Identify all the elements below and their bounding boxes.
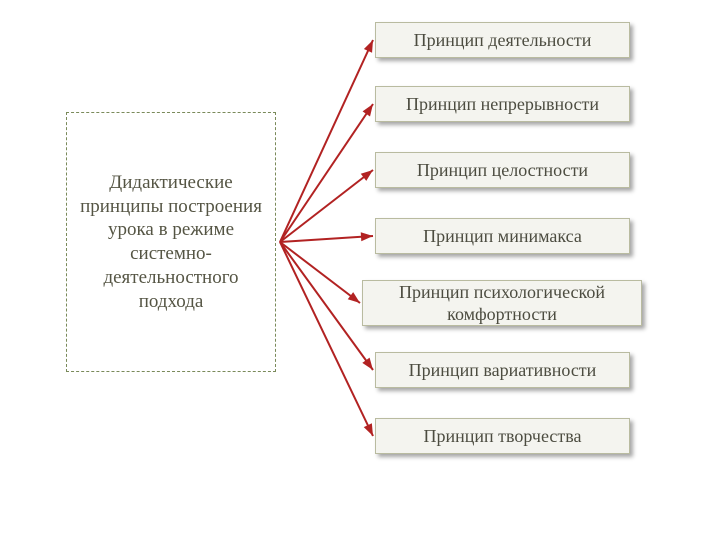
- principle-label: Принцип деятельности: [414, 29, 592, 52]
- principle-box-1: Принцип непрерывности: [375, 86, 630, 122]
- diagram-canvas: Дидактические принципы построения урока …: [0, 0, 720, 540]
- principle-label: Принцип непрерывности: [406, 93, 599, 116]
- principle-label: Принцип вариативности: [409, 359, 597, 382]
- principle-box-6: Принцип творчества: [375, 418, 630, 454]
- principle-box-0: Принцип деятельности: [375, 22, 630, 58]
- source-box: Дидактические принципы построения урока …: [66, 112, 276, 372]
- principle-box-2: Принцип целостности: [375, 152, 630, 188]
- principle-label: Принцип минимакса: [423, 225, 582, 248]
- principle-label: Принцип целостности: [417, 159, 588, 182]
- source-text: Дидактические принципы построения урока …: [79, 171, 263, 314]
- principle-box-3: Принцип минимакса: [375, 218, 630, 254]
- principle-box-4: Принцип психологической комфортности: [362, 280, 642, 326]
- principle-label: Принцип психологической комфортности: [371, 281, 633, 326]
- principle-box-5: Принцип вариативности: [375, 352, 630, 388]
- principle-label: Принцип творчества: [423, 425, 581, 448]
